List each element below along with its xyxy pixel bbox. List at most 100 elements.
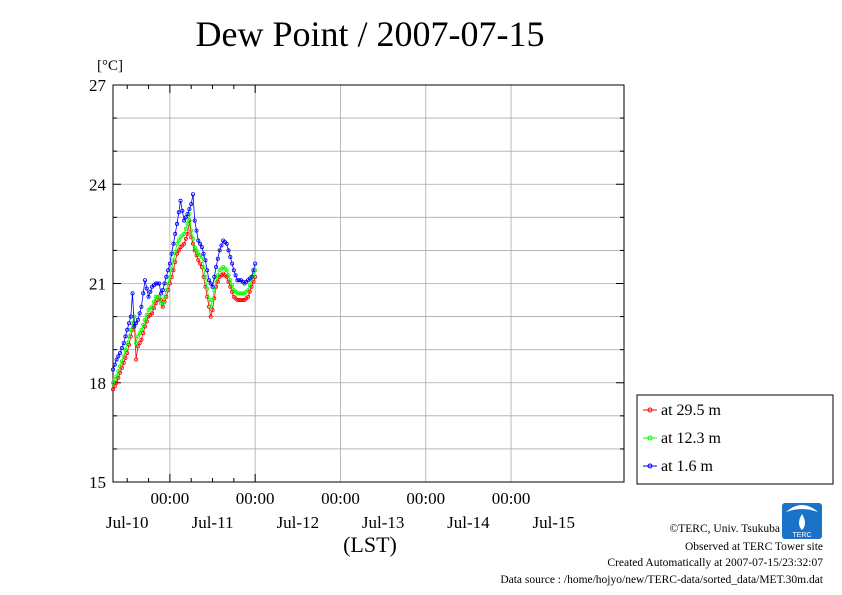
data-point <box>123 334 128 339</box>
data-point <box>141 322 146 327</box>
y-tick-label: 21 <box>89 275 106 294</box>
legend-entry-label: at 29.5 m <box>661 402 722 419</box>
data-point <box>226 273 231 278</box>
data-point <box>144 286 149 291</box>
data-point <box>240 291 245 296</box>
data-point <box>185 221 190 226</box>
data-point <box>116 369 121 374</box>
legend-swatch-marker <box>647 435 653 441</box>
data-point <box>189 228 194 233</box>
x-time-tick-label: 00:00 <box>406 489 445 508</box>
data-point <box>162 281 167 286</box>
data-point <box>247 283 252 288</box>
data-point <box>139 304 144 309</box>
data-point <box>246 294 251 299</box>
data-point <box>176 238 181 243</box>
data-point <box>162 294 167 299</box>
data-point <box>174 221 179 226</box>
data-point <box>118 364 123 369</box>
credit-observed: Observed at TERC Tower site <box>685 541 823 553</box>
data-point <box>246 288 251 293</box>
data-point <box>167 261 172 266</box>
data-point <box>169 251 174 256</box>
data-point <box>141 291 146 296</box>
x-date-tick-label: Jul-11 <box>192 513 234 532</box>
data-point <box>155 294 160 299</box>
series-at-1-6-m <box>111 192 258 372</box>
data-point <box>160 288 165 293</box>
grid-lines <box>113 85 624 482</box>
data-point <box>125 350 130 355</box>
credit-created: Created Automatically at 2007-07-15/23:3… <box>607 557 823 569</box>
x-date-tick-label: Jul-14 <box>447 513 490 532</box>
x-date-tick-label: Jul-13 <box>362 513 405 532</box>
data-point <box>123 347 128 352</box>
data-point <box>134 357 139 362</box>
data-point <box>144 312 149 317</box>
data-point <box>157 281 162 286</box>
data-point <box>150 304 155 309</box>
data-point <box>208 314 213 319</box>
data-point <box>134 321 139 326</box>
data-point <box>215 273 220 278</box>
x-date-tick-label: Jul-10 <box>106 513 149 532</box>
data-point <box>212 288 217 293</box>
legend-entry-label: at 1.6 m <box>661 458 714 475</box>
credit-source: Data source : /home/hojyo/new/TERC-data/… <box>500 574 823 586</box>
data-point <box>169 266 174 271</box>
data-point <box>142 317 147 322</box>
data-point <box>157 294 162 299</box>
data-point <box>210 297 215 302</box>
data-point <box>224 241 229 246</box>
data-point <box>158 291 163 296</box>
data-point <box>148 289 153 294</box>
data-point <box>111 380 116 385</box>
y-axis-ticks: 15 18 21 24 27 <box>89 76 624 492</box>
data-point <box>196 238 201 243</box>
data-point <box>139 337 144 342</box>
data-point <box>249 274 254 279</box>
data-point <box>187 207 192 212</box>
y-tick-label: 27 <box>89 76 107 95</box>
data-point <box>203 274 208 279</box>
data-point <box>155 281 160 286</box>
data-point <box>192 245 197 250</box>
data-point <box>125 327 130 332</box>
data-point <box>190 192 195 197</box>
data-point <box>205 286 210 291</box>
data-point <box>112 384 117 389</box>
legend-swatch-marker <box>647 463 653 469</box>
y-tick-label: 18 <box>89 374 106 393</box>
data-point <box>134 341 139 346</box>
data-point <box>208 281 213 286</box>
data-point <box>137 331 142 336</box>
data-point <box>178 198 183 203</box>
data-point <box>119 359 124 364</box>
terc-logo: TERC <box>782 503 822 539</box>
data-point <box>130 291 135 296</box>
data-point <box>219 243 224 248</box>
y-tick-label: 24 <box>89 175 107 194</box>
series-at-12-3-m <box>111 211 258 385</box>
data-point <box>210 307 215 312</box>
data-point <box>142 278 147 283</box>
data-point <box>121 341 126 346</box>
data-point <box>217 248 222 253</box>
data-point <box>114 374 119 379</box>
data-point <box>189 202 194 207</box>
data-point <box>206 278 211 283</box>
data-point <box>128 314 133 319</box>
data-point <box>111 387 116 392</box>
data-point <box>228 254 233 259</box>
data-point <box>116 354 121 359</box>
data-point <box>132 324 137 329</box>
credit-copyright: ©TERC, Univ. Tsukuba <box>670 523 780 535</box>
data-point <box>208 304 213 309</box>
data-point <box>171 258 176 263</box>
x-axis-label: (LST) <box>343 532 397 557</box>
data-point <box>160 301 165 306</box>
data-point <box>164 274 169 279</box>
data-point <box>183 215 188 220</box>
data-point <box>238 291 243 296</box>
